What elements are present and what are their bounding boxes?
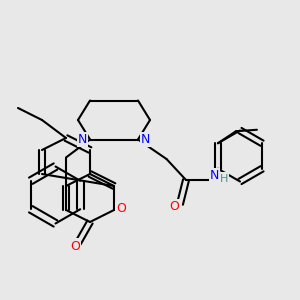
Text: N: N: [210, 169, 219, 182]
Text: N: N: [141, 133, 150, 146]
Text: O: O: [70, 239, 80, 253]
Text: O: O: [169, 200, 179, 214]
Text: N: N: [78, 133, 87, 146]
Text: H: H: [220, 173, 228, 184]
Text: O: O: [117, 202, 126, 215]
